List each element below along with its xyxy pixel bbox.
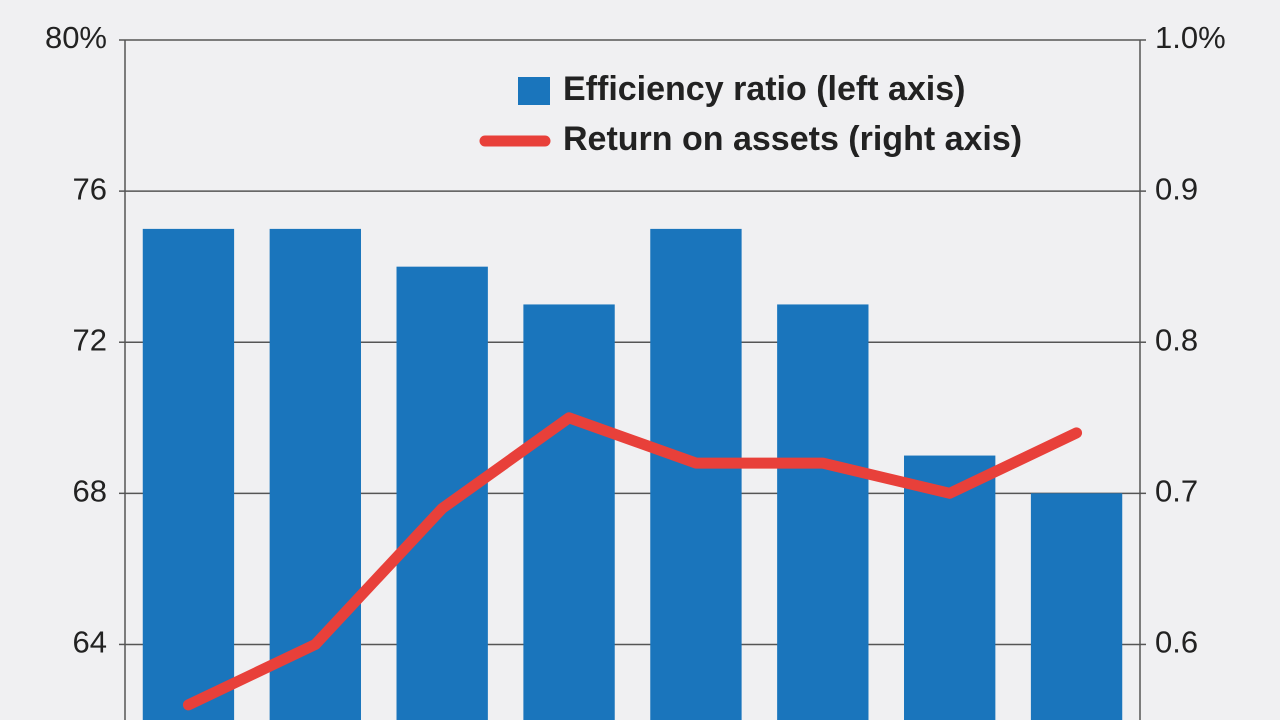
y2-tick-label: 0.8	[1155, 322, 1198, 357]
y-tick-label: 64	[73, 625, 107, 660]
bar	[777, 304, 869, 720]
legend-label: Return on assets (right axis)	[563, 120, 1022, 158]
legend-label: Efficiency ratio (left axis)	[563, 70, 965, 108]
bar	[1030, 493, 1123, 720]
y2-tick-label: 0.7	[1155, 474, 1198, 509]
bar	[396, 266, 488, 720]
bar	[523, 304, 615, 720]
bar	[142, 228, 235, 720]
line	[182, 412, 1083, 711]
legend-swatch	[518, 77, 550, 105]
y-tick-label: 76	[73, 171, 107, 206]
y-tick-label: 72	[73, 322, 107, 357]
bar	[650, 228, 742, 720]
y-tick-label: 80%	[45, 20, 107, 55]
y-tick-label: 68	[73, 474, 107, 509]
y2-tick-label: 0.6	[1155, 625, 1198, 660]
y2-tick-label: 1.0%	[1155, 20, 1226, 55]
y2-tick-label: 0.9	[1155, 171, 1198, 206]
bar	[904, 455, 996, 720]
